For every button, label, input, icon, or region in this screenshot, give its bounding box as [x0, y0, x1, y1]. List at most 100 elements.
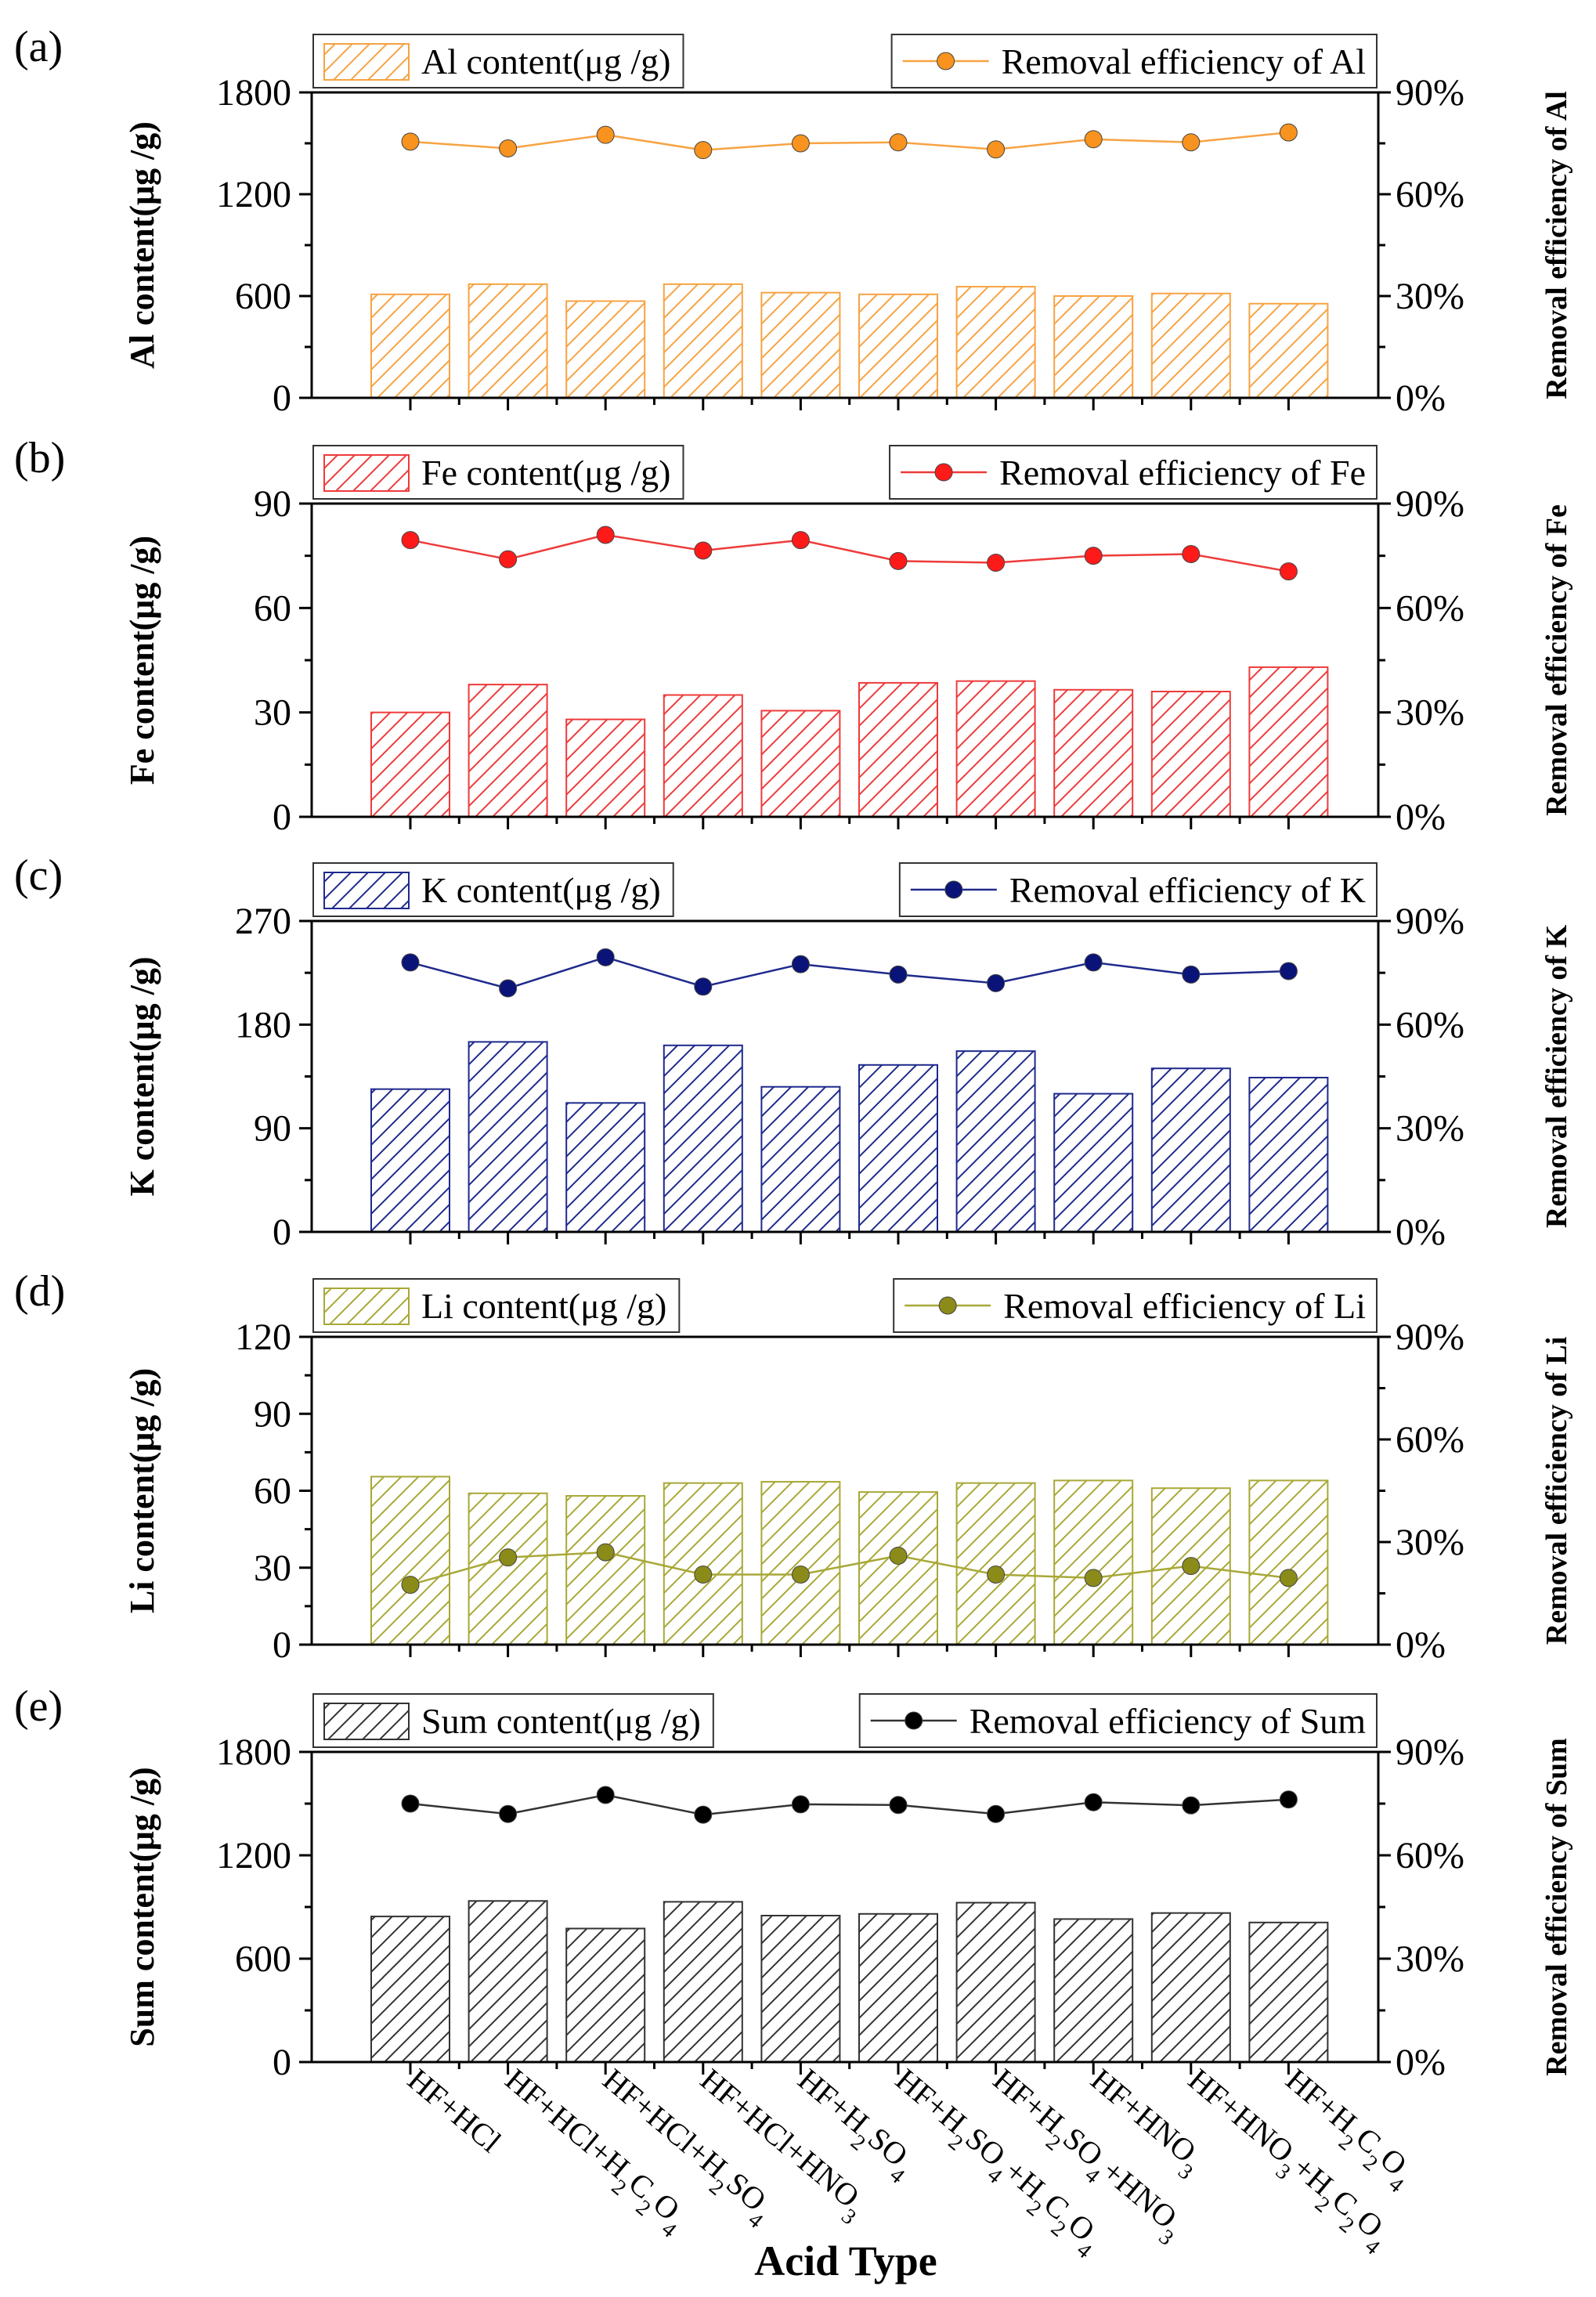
bar-k-3	[565, 1102, 646, 1233]
legend-bar-label: Li content(μg /g)	[421, 1286, 666, 1326]
bar-k-2	[468, 1041, 548, 1233]
right-tick-label: 0%	[1396, 2042, 1446, 2083]
y-axis-title: Al content(μg /g)	[123, 121, 161, 369]
efficiency-point-fe-1	[401, 531, 420, 550]
legend-line: Removal efficiency of Al	[890, 34, 1378, 88]
panel-li: 0 30 60 90 120 0% 30% 60% 90% (d) Li content(μg /g…	[14, 1267, 1573, 1666]
efficiency-point-fe-6	[889, 551, 908, 570]
legend-line: Removal efficiency of Sum	[858, 1693, 1378, 1748]
legend-line-label: Removal efficiency of K	[1009, 870, 1366, 910]
efficiency-point-sum-7	[987, 1804, 1006, 1823]
bar-al-8	[1053, 295, 1134, 399]
legend-line-marker	[944, 880, 963, 899]
efficiency-point-fe-5	[791, 531, 810, 550]
efficiency-point-al-3	[596, 125, 615, 144]
efficiency-point-al-10	[1279, 123, 1298, 142]
efficiency-point-sum-4	[694, 1805, 713, 1824]
left-tick-label: 90	[254, 483, 291, 525]
legend-line-marker	[934, 463, 953, 482]
efficiency-point-k-2	[499, 979, 518, 998]
efficiency-line-k	[410, 956, 1289, 990]
bar-fe-9	[1150, 691, 1231, 818]
bar-sum-1	[370, 1916, 450, 2064]
y-axis-title: Sum content(μg /g)	[123, 1767, 161, 2046]
efficiency-point-li-10	[1279, 1569, 1298, 1587]
efficiency-point-li-8	[1084, 1569, 1103, 1587]
efficiency-point-sum-9	[1182, 1796, 1201, 1815]
bar-sum-9	[1150, 1912, 1231, 2063]
right-tick-label: 90%	[1396, 483, 1464, 525]
legend-bar-swatch	[323, 454, 410, 492]
bar-al-9	[1150, 292, 1231, 399]
efficiency-point-al-2	[499, 139, 518, 157]
left-tick-label: 0	[273, 1212, 291, 1253]
bar-sum-4	[663, 1901, 743, 2063]
bar-k-4	[663, 1044, 743, 1233]
legend-bar: K content(μg /g)	[312, 862, 674, 917]
efficiency-point-k-8	[1084, 953, 1103, 972]
x-axis-title: Acid Type	[754, 2237, 937, 2284]
efficiency-point-k-5	[791, 955, 810, 973]
right-tick-label: 0%	[1396, 1624, 1446, 1666]
left-tick-label: 0	[273, 1624, 291, 1666]
right-tick-label: 0%	[1396, 377, 1446, 419]
bar-li-6	[858, 1491, 938, 1645]
y2-axis-title: Removal efficiency of Li	[1540, 1337, 1573, 1645]
legend-bar-label: Al content(μg /g)	[421, 42, 670, 81]
legend-line-label: Removal efficiency of Sum	[970, 1701, 1367, 1741]
right-tick-label: 30%	[1396, 692, 1464, 734]
bar-al-1	[370, 293, 450, 399]
left-tick-label: 30	[254, 692, 291, 734]
left-tick-label: 60	[254, 1471, 291, 1512]
legend-bar-swatch	[323, 1703, 410, 1740]
panel-label: (d)	[14, 1267, 65, 1316]
bar-li-1	[370, 1475, 450, 1646]
legend-line-label: Removal efficiency of Fe	[999, 453, 1366, 493]
right-tick-label: 60%	[1396, 1835, 1464, 1876]
panel-k: 0 90 180 270 0% 30% 60% 90% (c) K content(μg /g) R…	[14, 851, 1573, 1253]
legend-line-label: Removal efficiency of Li	[1003, 1286, 1366, 1326]
efficiency-point-al-4	[694, 141, 713, 160]
bar-sum-10	[1248, 1921, 1329, 2064]
efficiency-point-sum-10	[1279, 1790, 1298, 1809]
left-tick-label: 1800	[216, 1732, 291, 1773]
efficiency-point-fe-4	[694, 541, 713, 560]
left-tick-label: 0	[273, 796, 291, 838]
left-tick-label: 90	[254, 1393, 291, 1435]
left-tick-label: 30	[254, 1548, 291, 1589]
efficiency-point-k-6	[889, 965, 908, 984]
bar-sum-7	[955, 1902, 1036, 2063]
bar-k-5	[760, 1085, 841, 1233]
efficiency-point-li-7	[987, 1565, 1006, 1584]
bar-sum-3	[565, 1927, 646, 2063]
right-tick-label: 30%	[1396, 1522, 1464, 1563]
left-tick-label: 120	[235, 1316, 291, 1358]
left-tick-label: 600	[235, 276, 291, 317]
right-tick-label: 0%	[1396, 1212, 1446, 1253]
y-axis-title: Li content(μg /g)	[123, 1368, 161, 1613]
legend-line-label: Removal efficiency of Al	[1002, 42, 1366, 81]
legend-bar-swatch	[323, 872, 410, 909]
x-tick-label: HF+HCl+H2C2O4	[492, 2061, 695, 2242]
bar-k-1	[370, 1088, 450, 1233]
efficiency-point-k-10	[1279, 962, 1298, 981]
right-tick-label: 90%	[1396, 72, 1464, 114]
legend-bar: Li content(μg /g)	[312, 1278, 681, 1333]
efficiency-point-fe-8	[1084, 547, 1103, 565]
bar-li-8	[1053, 1479, 1134, 1646]
efficiency-point-fe-10	[1279, 562, 1298, 581]
efficiency-line-li	[410, 1551, 1289, 1586]
panel-label: (c)	[14, 851, 63, 900]
efficiency-point-sum-6	[889, 1796, 908, 1815]
efficiency-point-al-6	[889, 133, 908, 152]
bar-li-3	[565, 1495, 646, 1646]
bar-fe-4	[663, 694, 743, 818]
y-axis-title: K content(μg /g)	[123, 956, 161, 1196]
bar-k-6	[858, 1064, 938, 1233]
y2-axis-title: Removal efficiency of Fe	[1540, 504, 1573, 816]
left-tick-label: 1800	[216, 72, 291, 114]
bar-li-5	[760, 1481, 841, 1645]
left-tick-label: 0	[273, 377, 291, 419]
legend-line-marker	[905, 1711, 923, 1730]
